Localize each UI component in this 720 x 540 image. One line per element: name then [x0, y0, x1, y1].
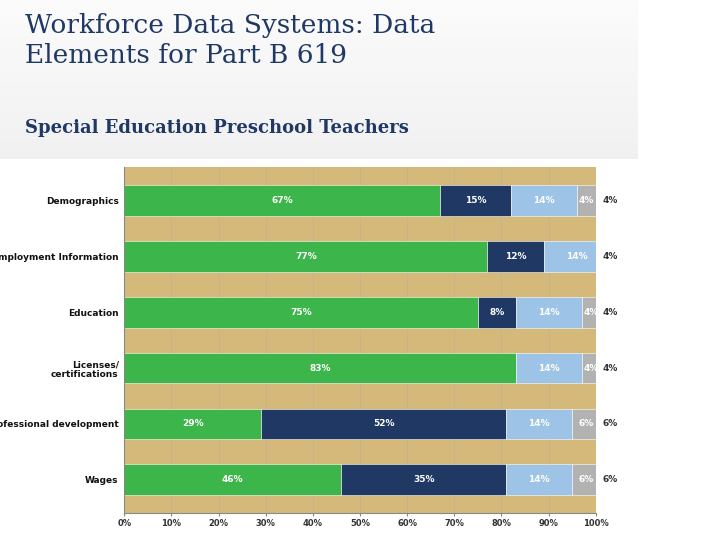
Bar [125, 297, 478, 328]
Text: 14%: 14% [533, 196, 554, 205]
Bar [506, 464, 572, 495]
Text: 4%: 4% [603, 308, 618, 316]
Text: 8%: 8% [489, 308, 505, 316]
Bar [572, 464, 600, 495]
Bar [125, 464, 341, 495]
Text: Workforce Data Systems: Data
Elements for Part B 619: Workforce Data Systems: Data Elements fo… [25, 13, 436, 68]
Text: 14%: 14% [566, 252, 588, 261]
Text: 6%: 6% [603, 475, 618, 484]
Bar [582, 297, 600, 328]
Bar [341, 464, 506, 495]
Text: 6%: 6% [603, 420, 618, 428]
Text: 4%: 4% [583, 308, 599, 316]
Text: 52%: 52% [373, 420, 395, 428]
Bar [125, 409, 261, 440]
Text: 12%: 12% [505, 252, 526, 261]
Text: 29%: 29% [182, 420, 204, 428]
Text: Special Education Preschool Teachers: Special Education Preschool Teachers [25, 119, 410, 137]
Bar [125, 185, 440, 216]
Text: 4%: 4% [612, 252, 627, 261]
Text: 15%: 15% [465, 196, 486, 205]
Text: 4%: 4% [603, 363, 618, 373]
Text: 14%: 14% [528, 475, 550, 484]
Bar [610, 241, 629, 272]
Text: 6%: 6% [579, 420, 594, 428]
Text: 14%: 14% [538, 308, 559, 316]
Bar [440, 185, 511, 216]
Bar [516, 353, 582, 383]
Text: 77%: 77% [295, 252, 317, 261]
Text: 75%: 75% [290, 308, 312, 316]
Bar [261, 409, 506, 440]
Bar [582, 353, 600, 383]
Text: 4%: 4% [579, 196, 594, 205]
Text: 4%: 4% [583, 363, 599, 373]
Text: 14%: 14% [528, 420, 550, 428]
Text: 46%: 46% [222, 475, 243, 484]
Bar [125, 353, 516, 383]
Text: 4%: 4% [603, 252, 618, 261]
Text: 4%: 4% [603, 196, 618, 205]
Bar [125, 241, 487, 272]
Text: 83%: 83% [309, 363, 330, 373]
Bar [572, 409, 600, 440]
Bar [516, 297, 582, 328]
Bar [487, 241, 544, 272]
Text: 67%: 67% [271, 196, 293, 205]
Bar [544, 241, 610, 272]
Text: 6%: 6% [579, 475, 594, 484]
Bar [511, 185, 577, 216]
Text: 14%: 14% [538, 363, 559, 373]
Bar [577, 185, 595, 216]
Bar [478, 297, 516, 328]
Bar [506, 409, 572, 440]
Text: 35%: 35% [413, 475, 434, 484]
